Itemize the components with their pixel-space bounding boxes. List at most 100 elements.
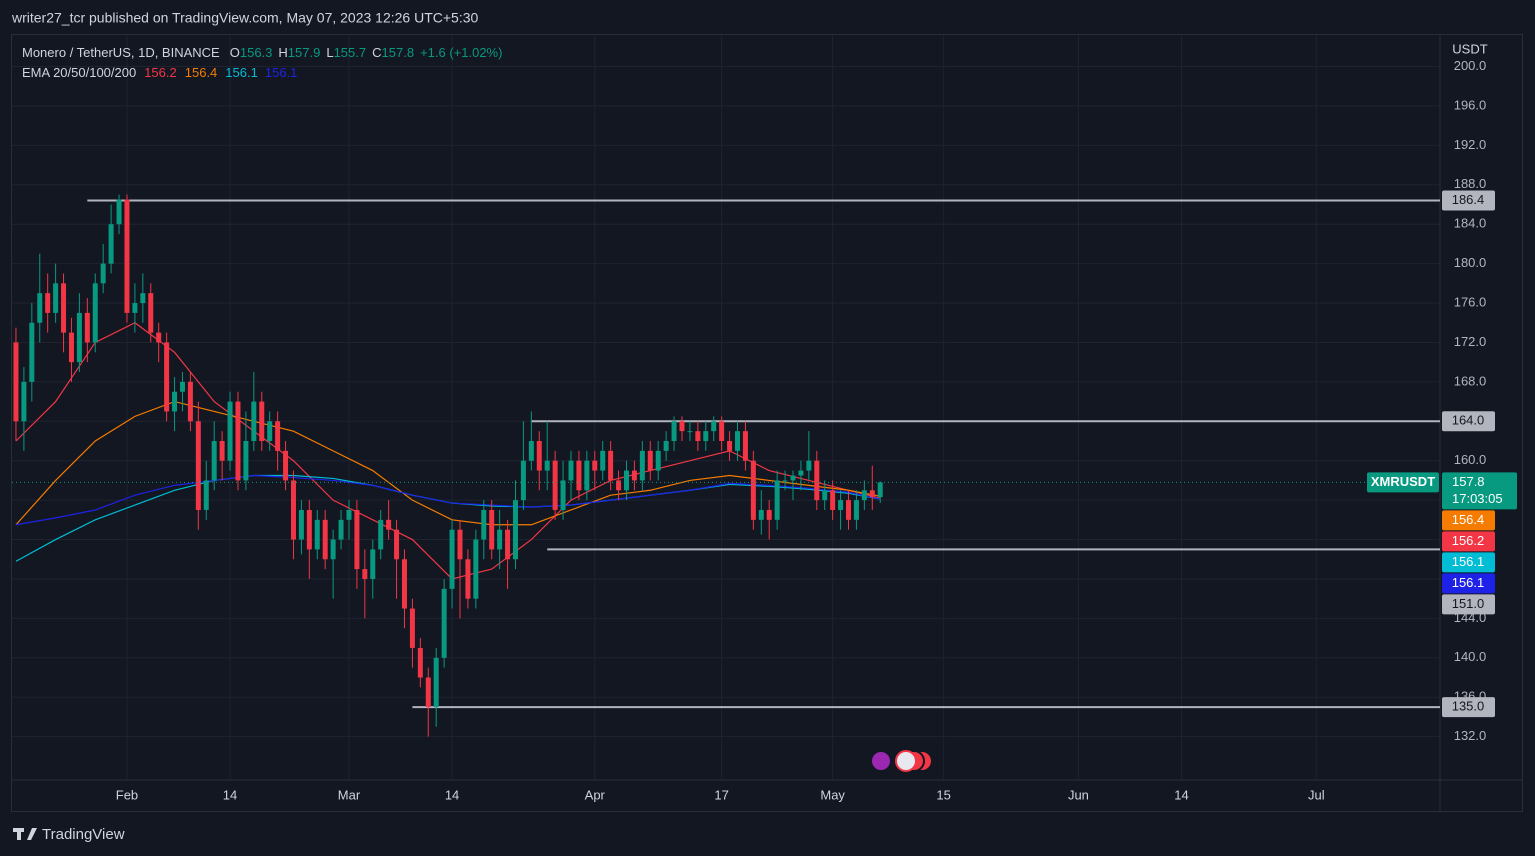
- candle-body: [92, 283, 98, 343]
- axis-value-label: 164.0: [1452, 413, 1485, 428]
- candle-body: [608, 450, 614, 481]
- axis-value-label: 156.1: [1452, 575, 1485, 590]
- y-tick-label: 188.0: [1454, 176, 1487, 191]
- candle-body: [338, 519, 344, 540]
- candle-body: [782, 480, 788, 482]
- event-icon: [870, 750, 892, 772]
- candle-body: [846, 500, 852, 520]
- ohlc-label: L: [326, 45, 333, 60]
- candle-body: [489, 509, 495, 550]
- candle-body: [409, 608, 415, 648]
- axis-value-badge: [1442, 411, 1495, 432]
- candle-body: [663, 441, 669, 451]
- candle-body: [330, 539, 336, 560]
- candle-body: [877, 482, 883, 498]
- candle-body: [703, 431, 709, 442]
- candle-body: [314, 519, 320, 550]
- y-tick-label: 184.0: [1454, 216, 1487, 231]
- candle-body: [861, 490, 867, 501]
- candle-body: [727, 441, 733, 451]
- x-tick-label: 14: [1174, 787, 1188, 802]
- published-line: writer27_tcr published on TradingView.co…: [11, 10, 479, 26]
- ema-legend-value: 156.1: [225, 65, 257, 80]
- ema-line: [15, 474, 881, 526]
- frame: [11, 34, 1523, 812]
- candle-body: [719, 421, 725, 442]
- candle-body: [481, 509, 487, 540]
- candle-body: [100, 263, 106, 284]
- symbol-label: XMRUSDT: [1371, 474, 1435, 489]
- axis-value-badge: [1442, 552, 1495, 573]
- candle-body: [750, 460, 756, 520]
- y-tick-label: 168.0: [1454, 373, 1487, 388]
- candle-body: [465, 559, 471, 599]
- axis-value-badge: [1442, 531, 1495, 552]
- candle-body: [544, 460, 550, 471]
- logo-shape: [27, 828, 37, 840]
- ohlc-value: 155.7: [334, 45, 367, 60]
- axis-value-label: 151.0: [1452, 596, 1485, 611]
- candle-body: [108, 224, 114, 264]
- candle-body: [21, 381, 27, 422]
- candle-body: [592, 460, 598, 471]
- candle-body: [798, 470, 804, 476]
- candle-body: [53, 283, 59, 313]
- x-tick-label: 15: [936, 787, 950, 802]
- candle-body: [13, 342, 19, 422]
- candle-body: [814, 460, 820, 501]
- candle-body: [869, 490, 875, 498]
- candle-body: [512, 500, 518, 560]
- ohlc-value: 157.9: [288, 45, 321, 60]
- candle-body: [362, 569, 368, 579]
- y-tick-label: 140.0: [1454, 649, 1487, 664]
- candle-body: [306, 509, 312, 550]
- axis-value-badge: [1442, 573, 1495, 594]
- candle-body: [243, 441, 249, 481]
- event-icon: [895, 750, 917, 772]
- candle-body: [37, 293, 43, 323]
- y-tick-label: 160.0: [1454, 452, 1487, 467]
- candle-body: [568, 460, 574, 481]
- x-tick-label: Feb: [116, 787, 138, 802]
- axis-value-badge: [1442, 594, 1495, 615]
- candle-body: [552, 460, 558, 510]
- candle-body: [394, 529, 400, 560]
- candle-body: [172, 391, 178, 412]
- price-badge: [1442, 472, 1517, 510]
- candle-body: [132, 303, 138, 313]
- price-label: 157.8: [1452, 474, 1485, 489]
- ema-legend: EMA 20/50/100/200 156.2 156.4 156.1 156.1: [22, 65, 297, 80]
- candle-body: [211, 441, 217, 481]
- candle-body: [441, 588, 447, 658]
- candle-body: [187, 381, 193, 422]
- candle-body: [219, 441, 225, 461]
- countdown-label: 17:03:05: [1452, 491, 1503, 506]
- brand-logo: TradingView: [13, 826, 125, 843]
- candle-body: [203, 480, 209, 510]
- candle-body: [425, 677, 431, 708]
- ema-legend-title: EMA 20/50/100/200: [22, 65, 136, 80]
- candle-body: [734, 431, 740, 451]
- candle-body: [679, 421, 685, 432]
- candle-body: [235, 401, 241, 481]
- candle-body: [695, 431, 701, 442]
- candle-body: [766, 509, 772, 520]
- candle-body: [275, 421, 281, 451]
- x-tick-label: 14: [223, 787, 237, 802]
- candle-body: [505, 529, 511, 560]
- candle-body: [774, 480, 780, 520]
- candle-body: [687, 431, 693, 433]
- candle-body: [283, 450, 289, 481]
- candle-body: [76, 312, 82, 363]
- candle-body: [822, 490, 828, 501]
- candle-body: [647, 450, 653, 471]
- candle-body: [251, 401, 257, 442]
- candle-body: [354, 509, 360, 570]
- candle-body: [655, 450, 661, 471]
- x-tick-label: Jun: [1068, 787, 1089, 802]
- ohlc-value: 157.8: [382, 45, 415, 60]
- ema-legend-value: 156.4: [185, 65, 218, 80]
- candle-body: [790, 475, 796, 481]
- candle-body: [156, 332, 162, 343]
- candle-body: [433, 657, 439, 708]
